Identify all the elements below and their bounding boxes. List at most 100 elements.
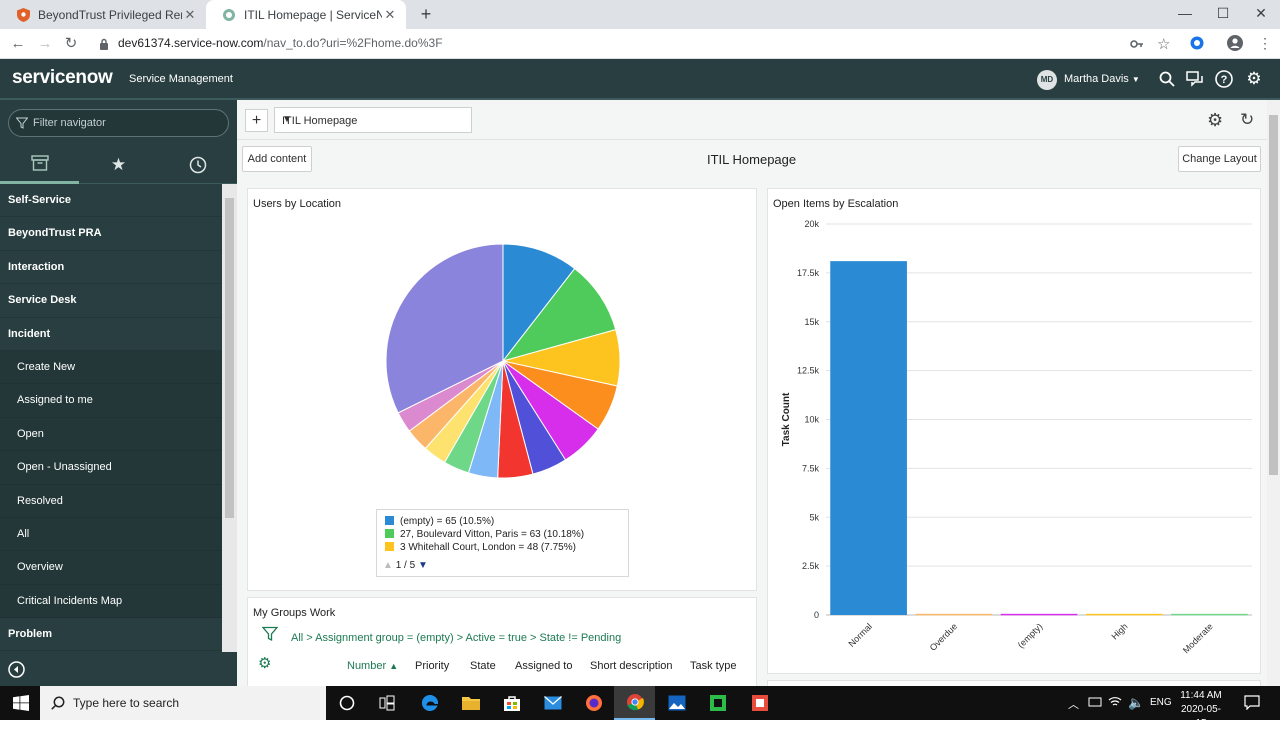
- bar[interactable]: [915, 613, 993, 616]
- filter-icon[interactable]: [262, 626, 278, 642]
- pie-slice[interactable]: [385, 243, 504, 414]
- camtasia-icon[interactable]: [697, 686, 738, 720]
- column-header-assigned-to[interactable]: Assigned to: [515, 660, 573, 672]
- forward-arrow-icon[interactable]: →: [37, 35, 53, 52]
- column-header-state[interactable]: State: [470, 660, 496, 672]
- bar[interactable]: [1085, 613, 1163, 616]
- firefox-icon[interactable]: [573, 686, 614, 720]
- windows-start-icon[interactable]: [0, 686, 41, 720]
- back-arrow-icon[interactable]: ←: [10, 35, 26, 52]
- recorder-icon[interactable]: [739, 686, 780, 720]
- avatar[interactable]: MD: [1037, 70, 1057, 90]
- main-scrollbar-thumb[interactable]: [1269, 115, 1278, 475]
- sidebar-item-open[interactable]: Open: [0, 417, 222, 452]
- taskbar-search-input[interactable]: Type here to search: [40, 686, 326, 720]
- main-scrollbar[interactable]: [1267, 100, 1280, 686]
- new-tab-button[interactable]: +: [420, 4, 432, 24]
- user-menu[interactable]: Martha Davis ▼: [1064, 73, 1140, 85]
- sidebar-item-service-desk[interactable]: Service Desk: [0, 284, 222, 318]
- url-field[interactable]: dev61374.service-now.com/nav_to.do?uri=%…: [118, 36, 443, 50]
- browser-menu-icon[interactable]: ⋮: [1258, 35, 1272, 51]
- tab-favorites[interactable]: ★: [79, 145, 158, 184]
- page-selector-value: ITIL Homepage: [282, 115, 358, 127]
- change-layout-button[interactable]: Change Layout: [1178, 146, 1261, 172]
- sidebar-item-incident[interactable]: Incident: [0, 317, 222, 351]
- filter-navigator-input[interactable]: Filter navigator: [8, 109, 229, 137]
- tab-all-applications[interactable]: [0, 145, 79, 184]
- close-tab-icon[interactable]: ✕: [184, 6, 196, 22]
- photos-icon[interactable]: [656, 686, 697, 720]
- sidebar-item-beyondtrust-pra[interactable]: BeyondTrust PRA: [0, 217, 222, 251]
- wifi-icon[interactable]: [1108, 696, 1122, 711]
- pie-slice[interactable]: [502, 243, 576, 363]
- close-window-icon[interactable]: ✕: [1255, 5, 1267, 21]
- extension-icon[interactable]: [1190, 36, 1204, 53]
- help-icon[interactable]: ?: [1214, 69, 1234, 89]
- edge-browser-icon[interactable]: [409, 686, 450, 720]
- column-header-priority[interactable]: Priority: [415, 660, 450, 672]
- pie-slice[interactable]: [501, 267, 617, 362]
- minimize-window-icon[interactable]: —: [1178, 5, 1192, 21]
- legend-prev-icon[interactable]: ▲: [383, 560, 393, 571]
- legend-item[interactable]: (empty) = 65 (10.5%): [385, 516, 494, 527]
- sidebar-item-open-unassigned[interactable]: Open - Unassigned: [0, 451, 222, 485]
- input-language[interactable]: ENG: [1150, 697, 1172, 708]
- chat-icon[interactable]: [1185, 69, 1205, 89]
- show-hidden-icons-icon[interactable]: ︿: [1068, 699, 1079, 711]
- list-settings-gear-icon[interactable]: ⚙: [258, 655, 272, 672]
- page-selector[interactable]: ITIL Homepage ▼: [274, 107, 472, 133]
- profile-icon[interactable]: [1227, 35, 1243, 54]
- settings-gear-icon[interactable]: ⚙: [1246, 69, 1262, 88]
- notifications-icon[interactable]: [1244, 695, 1260, 713]
- maximize-window-icon[interactable]: ☐: [1216, 5, 1230, 21]
- sidebar-scrollbar-thumb[interactable]: [225, 198, 234, 518]
- tab-history[interactable]: [158, 145, 237, 184]
- column-header-task-type[interactable]: Task type: [690, 660, 737, 672]
- browser-tab-itil-homepage[interactable]: ITIL Homepage | ServiceNow ✕: [206, 0, 406, 29]
- taskbar-clock[interactable]: 11:44 AM 2020-05-15: [1178, 689, 1224, 731]
- next-widget-edge: [767, 680, 1261, 686]
- legend-item[interactable]: 3 Whitehall Court, London = 48 (7.75%): [385, 542, 576, 553]
- chrome-icon[interactable]: [614, 686, 655, 720]
- bar[interactable]: [1000, 613, 1078, 616]
- add-page-button[interactable]: +: [245, 109, 268, 132]
- sidebar-item-assigned-to-me[interactable]: Assigned to me: [0, 384, 222, 418]
- add-content-button[interactable]: Add content: [242, 146, 312, 172]
- sidebar-item-critical-incidents-map[interactable]: Critical Incidents Map: [0, 584, 222, 619]
- sidebar-item-problem[interactable]: Problem: [0, 618, 222, 652]
- close-tab-icon[interactable]: ✕: [384, 6, 396, 22]
- refresh-icon[interactable]: ↻: [1240, 110, 1255, 129]
- column-header-number[interactable]: Number ▲: [347, 660, 398, 672]
- mail-icon[interactable]: [532, 686, 573, 720]
- collapse-navigator-icon[interactable]: [8, 661, 25, 678]
- sidebar-item-create-new[interactable]: Create New: [0, 350, 222, 385]
- cortana-icon[interactable]: [326, 686, 367, 720]
- browser-tab-beyondtrust[interactable]: BeyondTrust Privileged Remote A ✕: [0, 0, 206, 29]
- servicenow-logo[interactable]: servicenow: [12, 67, 113, 88]
- widget-title: My Groups Work: [253, 607, 336, 619]
- volume-icon[interactable]: 🔈: [1128, 695, 1145, 710]
- legend-next-icon[interactable]: ▼: [417, 560, 428, 571]
- store-icon[interactable]: [491, 686, 532, 720]
- column-header-short-description[interactable]: Short description: [590, 660, 673, 672]
- bar[interactable]: [1171, 613, 1248, 616]
- reload-icon[interactable]: ↻: [64, 35, 78, 52]
- main-content: + ITIL Homepage ▼ ⚙ ↻ Add content ITIL H…: [237, 100, 1280, 686]
- sidebar-item-self-service[interactable]: Self-Service: [0, 184, 222, 218]
- sidebar-item-overview[interactable]: Overview: [0, 551, 222, 585]
- file-explorer-icon[interactable]: [450, 686, 491, 720]
- network-drive-icon[interactable]: [1088, 696, 1102, 711]
- key-icon[interactable]: [1130, 37, 1144, 54]
- x-tick-label: Overdue: [928, 621, 959, 652]
- bar[interactable]: [830, 261, 907, 615]
- sidebar-item-resolved[interactable]: Resolved: [0, 484, 222, 518]
- breadcrumb[interactable]: All > Assignment group = (empty) > Activ…: [291, 632, 622, 644]
- legend-item[interactable]: 27, Boulevard Vitton, Paris = 63 (10.18%…: [385, 529, 584, 540]
- sidebar-item-all[interactable]: All: [0, 517, 222, 552]
- task-view-icon[interactable]: [366, 686, 407, 720]
- sidebar-item-interaction[interactable]: Interaction: [0, 250, 222, 285]
- settings-gear-icon[interactable]: ⚙: [1207, 110, 1224, 130]
- bookmark-star-icon[interactable]: ☆: [1157, 36, 1171, 53]
- sidebar-scrollbar[interactable]: [222, 184, 237, 652]
- search-icon[interactable]: [1157, 69, 1177, 89]
